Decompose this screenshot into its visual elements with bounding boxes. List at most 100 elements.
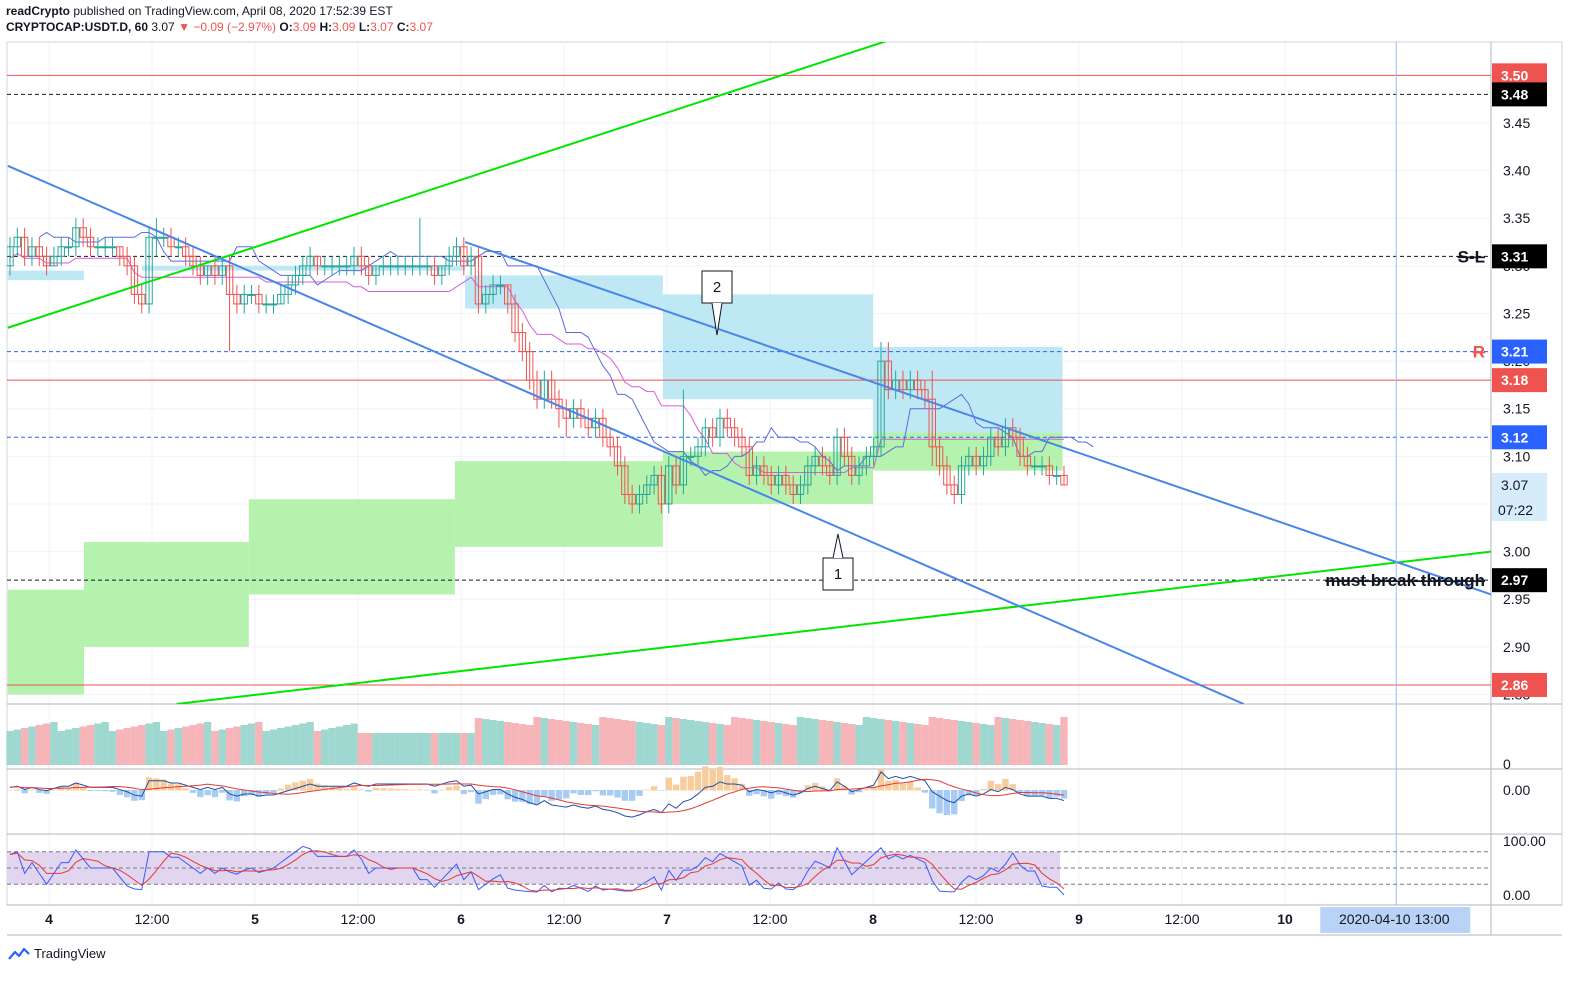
volume-bar [840,723,849,765]
price-axis-tick: 3.35 [1503,210,1530,226]
candle-body [240,293,248,305]
candle-body [862,455,871,467]
volume-bar [452,733,461,765]
candle-body [225,265,234,295]
candle-body [635,493,644,505]
time-axis-tick: 12:00 [958,911,993,927]
candle-body [108,246,117,249]
candle-body [72,227,80,248]
volume-bar [591,725,600,765]
publisher-name[interactable]: readCrypto [6,4,71,18]
macd-histogram-bar [453,785,460,791]
volume-bar [928,717,936,765]
volume-bar [174,728,183,765]
candle-body [335,265,344,268]
volume-bar [979,724,988,765]
macd-histogram-bar [123,790,131,798]
macd-histogram-bar [387,788,394,791]
volume-bar [94,723,102,765]
candle-body [152,236,161,239]
volume-bar [987,725,995,765]
macd-histogram-bar [1053,790,1060,797]
volume-bar [789,725,797,765]
time-axis-tick: 12:00 [752,911,787,927]
ichimoku-cloud-green [84,542,249,647]
trend-line [176,550,1491,704]
price-label-text: 2.86 [1501,677,1528,693]
level-note: R [1473,343,1485,362]
candle-body [738,436,746,448]
candle-body [818,455,827,467]
macd-histogram-bar [160,779,167,791]
candle-body [86,236,95,248]
candle-body [621,465,629,495]
candle-countdown: 07:22 [1498,502,1533,518]
volume-bar [577,723,585,765]
volume-bar [196,723,205,765]
macd-histogram-bar [460,790,468,794]
macd-histogram-bar [768,790,775,799]
volume-bar [350,723,358,765]
publisher-line: readCrypto published on TradingView.com,… [6,3,433,19]
macd-histogram-bar [533,790,541,805]
candle-body [364,265,373,276]
macd-histogram-bar [1009,784,1016,791]
candle-body [438,265,446,276]
candle-body [116,246,124,257]
macd-histogram-bar [650,786,658,791]
candle-body [79,227,87,238]
macd-histogram-bar [87,790,94,791]
macd-histogram-bar [21,790,28,794]
volume-bar [460,733,468,765]
candle-body [840,436,849,457]
candle-body [145,236,153,305]
macd-histogram-bar [541,790,548,797]
price-change: −0.09 (−2.97%) [193,20,277,34]
macd-histogram-bar [907,781,914,791]
volume-bar [379,733,387,765]
price-axis-tick: 3.25 [1503,305,1530,321]
volume-bar [233,726,241,765]
volume-bar [621,720,629,765]
tradingview-logo-icon[interactable] [8,947,30,961]
volume-bar [482,719,490,765]
volume-bar [291,725,300,765]
volume-bar [28,726,36,765]
macd-histogram-bar [929,790,936,809]
candle-body [884,360,893,391]
candle-body [657,474,666,505]
macd-histogram-bar [277,788,285,791]
time-axis-tick: 6 [457,911,465,927]
candle-body [28,246,36,257]
price-label-bg [1492,339,1547,364]
volume-bar [262,731,270,765]
candle-body [613,446,622,467]
symbol-name[interactable]: CRYPTOCAP:USDT.D, 60 [6,20,149,34]
macd-histogram-bar [262,790,270,795]
macd-histogram-bar [680,776,687,791]
candle-body [994,436,1002,448]
candle-body [233,293,241,305]
volume-bar [372,733,380,765]
volume-bar [386,733,395,765]
close-value: 3.07 [409,20,433,34]
candle-body [50,255,58,267]
volume-bar [504,722,512,765]
volume-bar [108,731,117,765]
footer: TradingView [8,946,106,961]
macd-histogram-bar [621,790,629,801]
candle-body [943,465,951,486]
time-axis-tick: 5 [251,911,259,927]
candle-body [262,303,270,306]
volume-bar [767,722,775,765]
macd-histogram-bar [343,789,350,791]
crosshair-time-label-bg [1320,907,1471,933]
volume-bar [657,725,666,765]
footer-brand[interactable]: TradingView [34,946,106,961]
volume-bar [760,721,768,765]
macd-histogram-bar [526,790,533,805]
trend-line [7,164,1245,704]
candle-body [511,303,519,334]
candle-body [342,265,351,268]
